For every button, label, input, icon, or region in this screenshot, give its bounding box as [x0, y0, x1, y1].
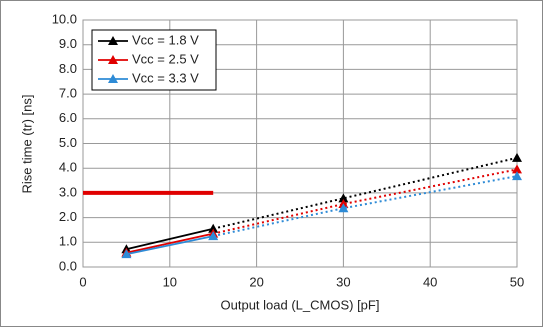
marker	[338, 193, 349, 203]
line-solid	[126, 232, 214, 254]
x-tick-label: 40	[423, 274, 437, 289]
marker	[512, 171, 522, 181]
line-solid	[126, 235, 214, 256]
y-axis-label: Rise time (tr) [ns]	[19, 95, 34, 194]
y-tick-label: 6.0	[59, 110, 77, 125]
y-tick-label: 4.0	[59, 160, 77, 175]
marker	[512, 152, 522, 162]
legend-label: Vcc = 1.8 V	[132, 32, 199, 47]
y-tick-label: 3.0	[59, 184, 77, 199]
legend-marker	[108, 55, 118, 64]
y-tick-label: 1.0	[59, 234, 77, 249]
y-tick-label: 5.0	[59, 135, 77, 150]
y-tick-label: 0.0	[59, 258, 77, 273]
marker	[512, 164, 522, 174]
line-dotted	[212, 168, 518, 235]
y-tick-label: 10.0	[52, 11, 77, 26]
marker	[121, 249, 132, 259]
x-tick-label: 10	[163, 274, 177, 289]
x-tick-label: 30	[336, 274, 350, 289]
line-solid	[126, 227, 214, 251]
line-dotted	[212, 175, 518, 238]
x-tick-label: 0	[79, 274, 86, 289]
marker	[338, 203, 349, 213]
y-tick-label: 2.0	[59, 209, 77, 224]
legend-label: Vcc = 3.3 V	[132, 70, 199, 85]
x-axis-label: Output load (L_CMOS) [pF]	[221, 297, 380, 312]
x-tick-label: 20	[249, 274, 263, 289]
y-tick-label: 7.0	[59, 86, 77, 101]
x-tick-label: 50	[510, 274, 524, 289]
y-tick-label: 8.0	[59, 61, 77, 76]
legend-marker	[108, 74, 118, 83]
marker	[208, 231, 219, 241]
legend-label: Vcc = 2.5 V	[132, 51, 199, 66]
legend-marker	[108, 36, 118, 45]
marker	[208, 223, 219, 233]
y-tick-label: 9.0	[59, 36, 77, 51]
